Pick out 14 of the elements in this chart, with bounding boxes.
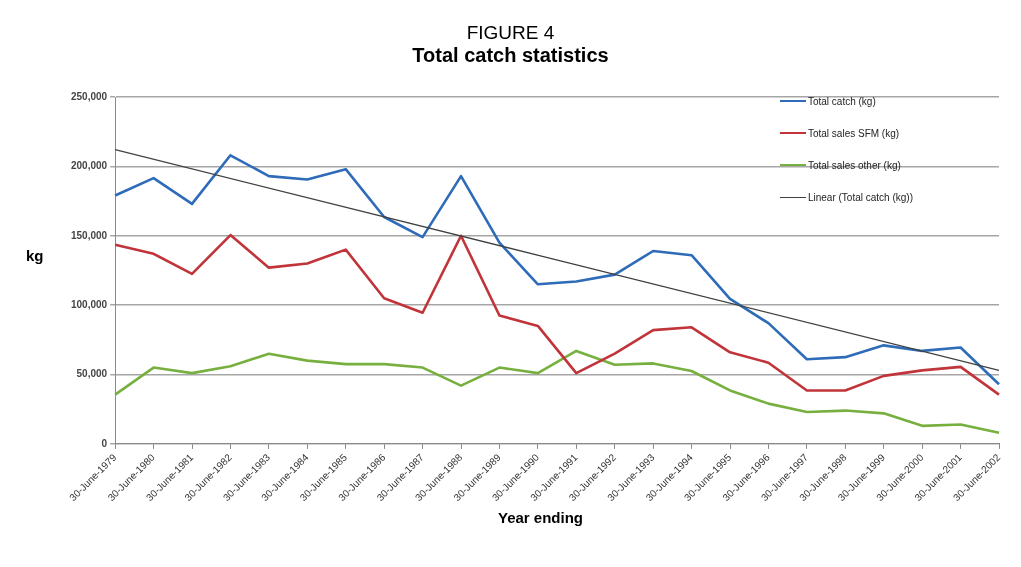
y-tick-label: 50,000	[76, 368, 108, 380]
y-tick-label: 250,000	[70, 90, 108, 102]
x-axis-title: Year ending	[497, 509, 584, 526]
y-tick-label: 100,000	[70, 298, 108, 310]
legend-label: Total sales other (kg)	[807, 159, 901, 171]
y-tick-label: 200,000	[70, 160, 108, 172]
legend-label: Linear (Total catch (kg))	[807, 191, 913, 203]
y-tick-label: 150,000	[70, 229, 108, 241]
y-axis-title: kg	[26, 247, 44, 264]
chart-title: FIGURE 4	[465, 22, 556, 44]
chart-subtitle: Total catch statistics	[411, 44, 610, 67]
y-tick-label: 0	[101, 437, 108, 449]
legend-label: Total catch (kg)	[807, 95, 876, 107]
legend-label: Total sales SFM (kg)	[807, 127, 900, 139]
